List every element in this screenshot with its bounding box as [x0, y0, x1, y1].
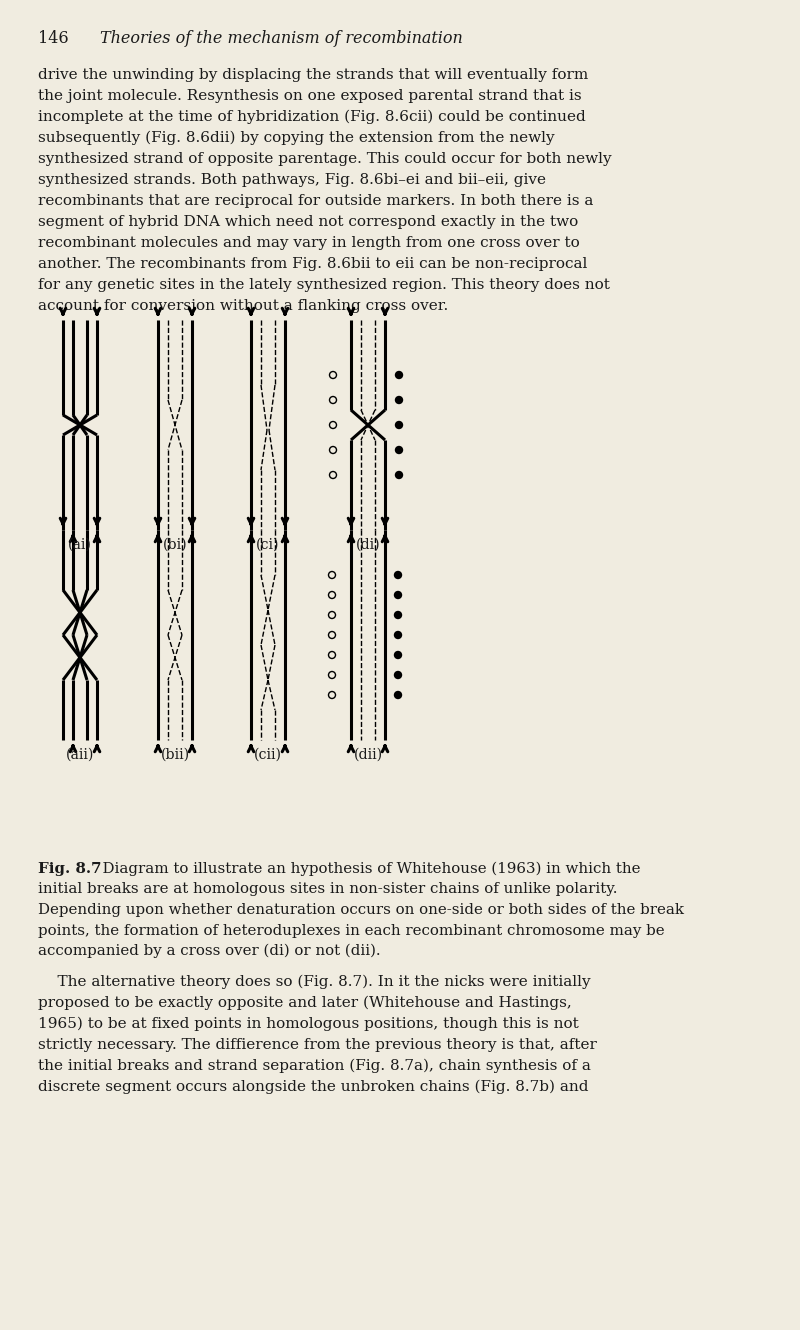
Text: initial breaks are at homologous sites in non-sister chains of unlike polarity.: initial breaks are at homologous sites i…: [38, 883, 618, 896]
Circle shape: [395, 422, 402, 428]
Text: another. The recombinants from Fig. 8.6bii to eii can be non-reciprocal: another. The recombinants from Fig. 8.6b…: [38, 257, 587, 271]
Text: points, the formation of heteroduplexes in each recombinant chromosome may be: points, the formation of heteroduplexes …: [38, 923, 665, 938]
Text: subsequently (Fig. 8.6dii) by copying the extension from the newly: subsequently (Fig. 8.6dii) by copying th…: [38, 130, 554, 145]
Circle shape: [395, 396, 402, 403]
Text: 146: 146: [38, 31, 69, 47]
Text: synthesized strand of opposite parentage. This could occur for both newly: synthesized strand of opposite parentage…: [38, 152, 612, 166]
Text: strictly necessary. The diffierence from the previous theory is that, after: strictly necessary. The diffierence from…: [38, 1037, 597, 1052]
Circle shape: [394, 652, 402, 658]
Circle shape: [395, 371, 402, 379]
Text: account for conversion without a flanking cross over.: account for conversion without a flankin…: [38, 299, 448, 313]
Text: segment of hybrid DNA which need not correspond exactly in the two: segment of hybrid DNA which need not cor…: [38, 215, 578, 229]
Text: Diagram to illustrate an hypothesis of Whitehouse (1963) in which the: Diagram to illustrate an hypothesis of W…: [93, 862, 641, 876]
Text: drive the unwinding by displacing the strands that will eventually form: drive the unwinding by displacing the st…: [38, 68, 588, 82]
Text: (di): (di): [356, 539, 380, 552]
Text: proposed to be exactly opposite and later (Whitehouse and Hastings,: proposed to be exactly opposite and late…: [38, 996, 572, 1011]
Text: the initial breaks and strand separation (Fig. 8.7a), chain synthesis of a: the initial breaks and strand separation…: [38, 1059, 591, 1073]
Text: (bii): (bii): [161, 747, 190, 762]
Circle shape: [394, 692, 402, 698]
Text: (aii): (aii): [66, 747, 94, 762]
Text: Fig. 8.7: Fig. 8.7: [38, 862, 102, 876]
Text: the joint molecule. Resynthesis on one exposed parental strand that is: the joint molecule. Resynthesis on one e…: [38, 89, 582, 102]
Text: (dii): (dii): [354, 747, 382, 762]
Text: (bi): (bi): [162, 539, 187, 552]
Text: synthesized strands. Both pathways, Fig. 8.6bi–ei and bii–eii, give: synthesized strands. Both pathways, Fig.…: [38, 173, 546, 188]
Text: (ai): (ai): [68, 539, 92, 552]
Circle shape: [394, 672, 402, 678]
Circle shape: [394, 572, 402, 579]
Circle shape: [394, 612, 402, 618]
Text: (ci): (ci): [256, 539, 280, 552]
Text: recombinants that are reciprocal for outside markers. In both there is a: recombinants that are reciprocal for out…: [38, 194, 594, 207]
Text: recombinant molecules and may vary in length from one cross over to: recombinant molecules and may vary in le…: [38, 235, 580, 250]
Text: The alternative theory does so (Fig. 8.7). In it the nicks were initially: The alternative theory does so (Fig. 8.7…: [38, 975, 590, 990]
Circle shape: [394, 632, 402, 638]
Text: accompanied by a cross over (di) or not (dii).: accompanied by a cross over (di) or not …: [38, 944, 381, 959]
Text: (cii): (cii): [254, 747, 282, 762]
Circle shape: [395, 472, 402, 479]
Text: for any genetic sites in the lately synthesized region. This theory does not: for any genetic sites in the lately synt…: [38, 278, 610, 293]
Text: Depending upon whether denaturation occurs on one-side or both sides of the brea: Depending upon whether denaturation occu…: [38, 903, 684, 916]
Text: incomplete at the time of hybridization (Fig. 8.6cii) could be continued: incomplete at the time of hybridization …: [38, 110, 586, 125]
Text: 1965) to be at fixed points in homologous positions, though this is not: 1965) to be at fixed points in homologou…: [38, 1017, 578, 1031]
Circle shape: [395, 447, 402, 454]
Text: discrete segment occurs alongside the unbroken chains (Fig. 8.7b) and: discrete segment occurs alongside the un…: [38, 1080, 589, 1095]
Text: Theories of the mechanism of recombination: Theories of the mechanism of recombinati…: [100, 31, 462, 47]
Circle shape: [394, 592, 402, 598]
